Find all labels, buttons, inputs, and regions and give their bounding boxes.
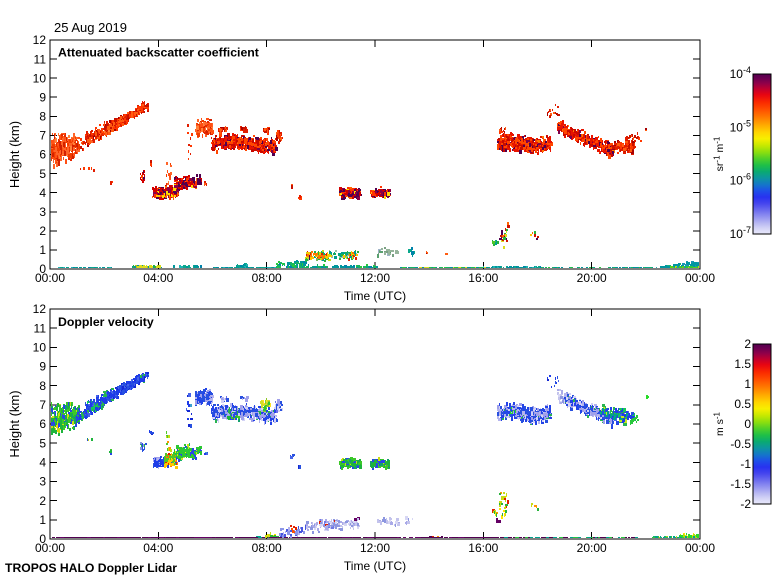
- svg-text:1: 1: [744, 377, 751, 391]
- svg-text:0.5: 0.5: [734, 397, 751, 411]
- svg-text:16:00: 16:00: [468, 271, 498, 285]
- svg-text:4: 4: [39, 186, 46, 200]
- svg-text:Doppler velocity: Doppler velocity: [58, 315, 154, 329]
- svg-text:12: 12: [33, 33, 47, 47]
- svg-text:2: 2: [39, 224, 46, 238]
- svg-text:00:00: 00:00: [35, 541, 65, 555]
- svg-text:0: 0: [39, 262, 46, 276]
- svg-text:20:00: 20:00: [577, 541, 607, 555]
- svg-text:04:00: 04:00: [143, 541, 173, 555]
- svg-text:12:00: 12:00: [360, 541, 390, 555]
- svg-text:8: 8: [39, 379, 46, 393]
- svg-text:11: 11: [34, 321, 47, 335]
- svg-text:Height (km): Height (km): [7, 390, 22, 457]
- svg-text:3: 3: [39, 205, 46, 219]
- svg-text:3: 3: [39, 475, 46, 489]
- svg-text:-1: -1: [740, 457, 751, 471]
- svg-text:Height (km): Height (km): [7, 121, 22, 188]
- svg-text:6: 6: [39, 148, 46, 162]
- svg-text:9: 9: [39, 91, 46, 105]
- svg-text:1: 1: [39, 513, 46, 527]
- svg-text:2: 2: [744, 337, 751, 351]
- svg-text:25 Aug 2019: 25 Aug 2019: [54, 20, 127, 35]
- svg-text:-1.5: -1.5: [730, 477, 751, 491]
- svg-text:10: 10: [33, 341, 47, 355]
- svg-text:00:00: 00:00: [685, 541, 715, 555]
- svg-text:2: 2: [39, 494, 46, 508]
- svg-text:Time (UTC): Time (UTC): [344, 559, 406, 573]
- svg-text:-2: -2: [740, 497, 751, 511]
- svg-text:10: 10: [33, 71, 47, 85]
- svg-text:00:00: 00:00: [685, 271, 715, 285]
- svg-text:Time (UTC): Time (UTC): [344, 289, 406, 303]
- svg-text:0: 0: [744, 417, 751, 431]
- svg-text:5: 5: [39, 436, 46, 450]
- svg-text:7: 7: [39, 398, 46, 412]
- svg-text:6: 6: [39, 417, 46, 431]
- svg-text:04:00: 04:00: [143, 271, 173, 285]
- svg-text:1: 1: [39, 243, 46, 257]
- svg-text:11: 11: [34, 52, 47, 66]
- svg-text:7: 7: [39, 129, 46, 143]
- svg-text:1.5: 1.5: [734, 357, 751, 371]
- svg-text:00:00: 00:00: [35, 271, 65, 285]
- svg-text:9: 9: [39, 360, 46, 374]
- svg-text:5: 5: [39, 167, 46, 181]
- svg-text:12: 12: [33, 302, 47, 316]
- svg-text:TROPOS HALO Doppler Lidar: TROPOS HALO Doppler Lidar: [5, 561, 177, 575]
- svg-text:8: 8: [39, 110, 46, 124]
- svg-text:12:00: 12:00: [360, 271, 390, 285]
- svg-text:4: 4: [39, 456, 46, 470]
- svg-text:20:00: 20:00: [577, 271, 607, 285]
- svg-text:08:00: 08:00: [252, 541, 282, 555]
- svg-text:-0.5: -0.5: [730, 437, 751, 451]
- svg-text:0: 0: [39, 532, 46, 546]
- svg-text:16:00: 16:00: [468, 541, 498, 555]
- svg-text:08:00: 08:00: [252, 271, 282, 285]
- svg-text:Attenuated backscatter coeffic: Attenuated backscatter coefficient: [58, 46, 259, 60]
